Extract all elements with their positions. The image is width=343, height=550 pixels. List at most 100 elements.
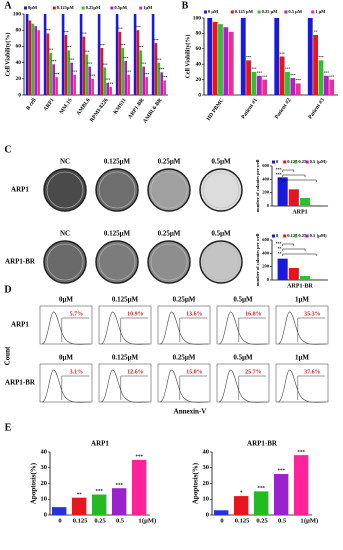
legend-label: 0μM <box>28 5 38 10</box>
histogram-curve <box>100 311 150 345</box>
significance-label: *** <box>117 27 123 31</box>
bar <box>52 64 56 95</box>
bar <box>251 71 257 95</box>
bar <box>256 75 262 95</box>
x-tick-label: RPMI-8226 <box>89 97 110 123</box>
histogram-curve <box>100 369 150 403</box>
y-tick-label: 40 <box>203 448 210 455</box>
gate <box>61 375 89 400</box>
gate <box>61 317 89 342</box>
x-tick-label: ARP1 <box>43 97 56 112</box>
histogram-curve <box>218 311 268 345</box>
histogram-frame <box>216 363 270 403</box>
x-tick-label: AMBL6-BR <box>142 97 164 125</box>
column-label: NC <box>60 230 70 238</box>
bar <box>124 60 128 95</box>
x-tick-label: Patient #2 <box>274 97 293 120</box>
significance-label: *** <box>99 43 105 47</box>
x-tick-label: MM.1S <box>59 97 74 115</box>
significance-label: *** <box>277 469 285 474</box>
bar <box>323 75 329 95</box>
bar <box>52 507 67 515</box>
y-axis-label: number of colonies per well <box>255 233 260 287</box>
significance-label: *** <box>69 57 75 61</box>
significance-bracket <box>282 243 295 246</box>
significance-label: *** <box>257 487 265 492</box>
y-axis-label: Cell Viability(%) <box>184 35 191 79</box>
legend-label: 0.5μM <box>114 5 127 10</box>
legend-swatch <box>294 160 298 164</box>
plate <box>199 240 243 284</box>
histogram-curve <box>41 369 91 403</box>
y-tick-label: 40 <box>196 61 202 67</box>
legend-swatch <box>110 6 114 10</box>
significance-label: *** <box>276 172 282 177</box>
y-tick-label: 0 <box>198 92 201 98</box>
bar <box>279 56 285 95</box>
bar <box>300 198 311 206</box>
bar <box>121 48 125 95</box>
significance-label: *** <box>162 75 168 79</box>
significance-label: *** <box>123 56 129 60</box>
significance-label: *** <box>48 48 54 52</box>
bar <box>288 189 299 206</box>
bar <box>34 26 38 95</box>
significance-label: *** <box>135 25 141 29</box>
significance-label: *** <box>63 30 69 34</box>
histogram-frame <box>98 305 152 345</box>
legend-swatch <box>283 234 287 238</box>
histogram-curve <box>218 369 268 403</box>
significance-label: *** <box>54 72 60 76</box>
histogram-frame <box>275 363 329 403</box>
bar <box>37 30 40 96</box>
bar <box>97 14 101 95</box>
legend-label: 0.125 μM <box>235 9 254 14</box>
legend-swatch <box>283 160 287 164</box>
significance-label: *** <box>279 51 285 55</box>
y-tick-label: 60 <box>16 44 22 50</box>
legend-label: 1μM <box>143 5 153 10</box>
y-tick-label: 400 <box>262 176 270 181</box>
significance-bracket <box>282 169 295 172</box>
bar <box>127 74 130 95</box>
column-label: 1μM <box>295 354 309 362</box>
significance-label: *** <box>153 38 159 42</box>
legend-swatch <box>139 6 143 10</box>
plate <box>147 168 191 212</box>
panel-label: C <box>4 144 11 155</box>
y-tick-label: 80 <box>16 27 22 33</box>
y-tick-label: 20 <box>41 480 48 487</box>
significance-label: *** <box>102 62 108 66</box>
bar <box>154 43 158 95</box>
bar <box>109 86 112 95</box>
gate-percentage: 25.7% <box>245 369 262 375</box>
y-tick-label: 0 <box>267 277 270 282</box>
y-tick-label: 200 <box>262 190 270 195</box>
bar <box>70 62 74 95</box>
significance-label: ** <box>314 30 318 34</box>
legend-label: 0.25 <box>298 159 307 164</box>
legend-label: 0 μM <box>208 9 219 14</box>
bar <box>311 279 322 280</box>
plate-rim <box>98 243 136 281</box>
significance-label: *** <box>324 71 330 75</box>
bar <box>103 67 107 95</box>
gate <box>120 375 148 400</box>
plate <box>199 168 243 212</box>
y-tick-label: 20 <box>203 480 210 487</box>
significance-label: *** <box>329 74 335 78</box>
y-axis-label: Apoptosis(%) <box>30 462 38 504</box>
bar <box>290 78 296 95</box>
plate <box>147 240 191 284</box>
bar <box>212 21 218 96</box>
plate <box>95 168 139 212</box>
significance-label: *** <box>51 59 57 63</box>
bar <box>214 510 229 515</box>
bar <box>277 258 288 280</box>
significance-label: *** <box>45 28 51 32</box>
legend-swatch <box>204 10 207 14</box>
x-tick-label: HD PBMC <box>206 97 226 122</box>
x-axis-label: Annexin-V <box>174 408 207 416</box>
bar <box>313 34 319 95</box>
bar <box>79 14 83 95</box>
